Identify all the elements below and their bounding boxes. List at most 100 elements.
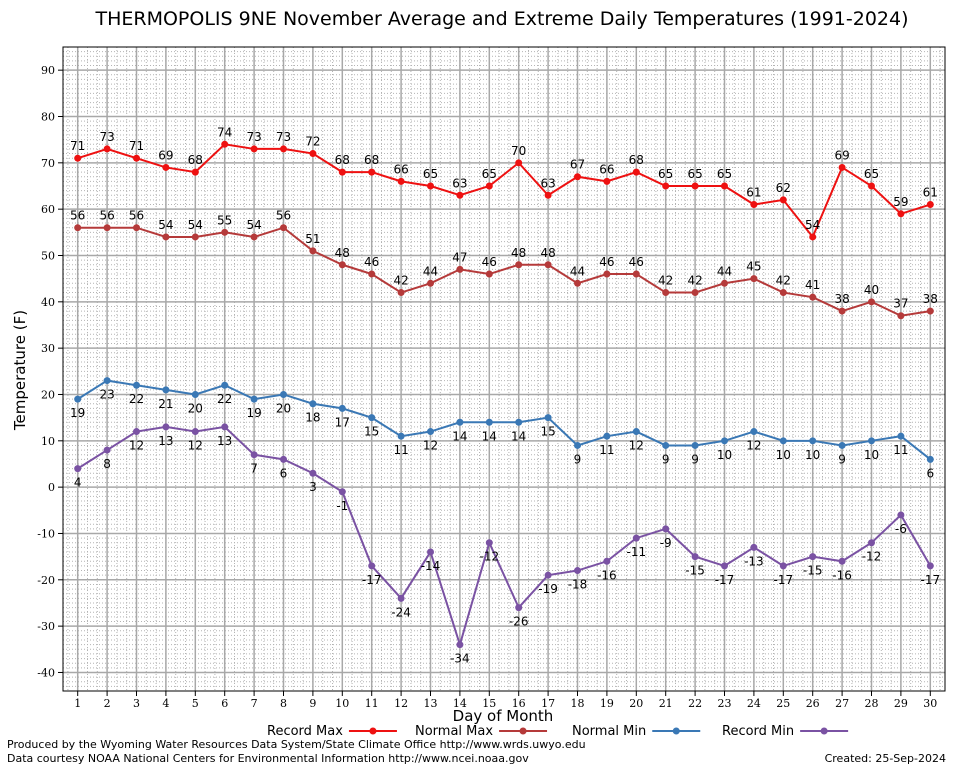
record-min-data-label: -11 [626,545,646,559]
normal-min-point [338,404,346,412]
normal-max-data-label: 47 [452,250,467,264]
x-tick-label: 5 [192,697,199,710]
normal-min-point [632,428,640,436]
record-min-point [926,562,934,570]
record-max-data-label: 74 [217,125,232,139]
x-tick-label: 7 [251,697,258,710]
normal-max-point [309,247,317,255]
normal-min-data-label: 11 [599,443,614,457]
legend-marker-normal-min [672,727,680,735]
normal-max-point [103,224,111,232]
normal-min-data-label: 15 [540,425,555,439]
record-max-point [809,233,817,241]
normal-min-data-label: 22 [217,392,232,406]
record-min-point [221,423,229,431]
normal-max-point [750,275,758,283]
normal-max-point [368,270,376,278]
normal-min-point [662,441,670,449]
record-max-data-label: 65 [687,167,702,181]
normal-min-point [191,390,199,398]
normal-min-point [74,395,82,403]
record-min-point [191,428,199,436]
record-max-point [133,154,140,162]
normal-max-data-label: 37 [893,297,908,311]
normal-min-data-label: 17 [335,415,350,429]
record-min-point [544,571,552,579]
normal-min-point [397,432,405,440]
x-tick-label: 18 [571,697,585,710]
normal-min-data-label: 19 [70,406,85,420]
y-tick-label: 60 [41,203,55,216]
normal-min-point [309,400,317,408]
y-tick-label: -30 [37,620,55,633]
normal-min-data-label: 10 [805,448,820,462]
x-tick-label: 3 [133,697,140,710]
record-max-data-label: 63 [540,176,555,190]
record-min-data-label: -13 [744,554,764,568]
normal-max-point [662,289,670,297]
record-max-point [868,182,875,190]
record-max-data-label: 73 [99,130,114,144]
record-max-data-label: 66 [393,162,408,176]
record-min-point [397,594,405,602]
normal-max-data-label: 56 [70,209,85,223]
record-min-data-label: 12 [129,439,144,453]
normal-min-point [221,381,229,389]
normal-max-line [77,226,931,317]
normal-max-data-label: 44 [570,264,585,278]
record-min-point [632,534,640,542]
record-max-data-label: 63 [452,176,467,190]
normal-max-data-label: 46 [629,255,644,269]
record-min-data-label: -6 [895,522,907,536]
normal-max-point [338,261,346,269]
normal-max-data-label: 42 [658,274,673,288]
normal-max-data-label: 40 [864,283,879,297]
normal-max-point [515,261,523,269]
record-max-point [544,191,552,199]
normal-max-data-label: 38 [923,292,938,306]
normal-max-point [162,233,170,241]
y-tick-label: 30 [41,342,55,355]
record-min-data-label: 3 [309,480,317,494]
y-tick-label: 40 [41,296,55,309]
y-tick-label: -10 [37,527,55,540]
normal-min-data-label: 11 [893,443,908,457]
normal-max-data-label: 48 [511,246,526,260]
normal-max-data-label: 56 [99,209,114,223]
record-max-point [897,210,905,218]
record-max-data-label: 68 [629,153,644,167]
record-max-data-label: 67 [570,158,585,172]
normal-max-point [926,307,934,315]
normal-max-point [133,224,140,232]
record-min-point [427,548,434,556]
record-min-point [691,553,699,561]
record-min-point [74,465,82,473]
normal-min-data-label: 14 [482,429,497,443]
record-max-point [250,145,258,153]
record-min-data-label: 8 [103,457,111,471]
record-max-point [280,145,287,153]
record-min-data-label: -17 [773,573,793,587]
y-tick-label: 10 [41,435,55,448]
x-tick-label: 20 [629,697,643,710]
record-min-point [515,604,523,612]
record-min-point [868,539,875,547]
record-min-point [897,511,905,519]
y-tick-label: -20 [37,574,55,587]
record-max-data-label: 70 [511,144,526,158]
normal-max-point [250,233,258,241]
record-max-data-label: 69 [158,148,173,162]
record-min-point [456,641,464,649]
normal-max-point [191,233,199,241]
normal-max-point [691,289,699,297]
record-max-point [632,168,640,176]
normal-min-data-label: 9 [838,452,846,466]
record-max-point [309,150,317,158]
record-max-data-label: 62 [776,181,791,195]
record-min-data-label: -16 [597,568,617,582]
normal-min-point [750,428,758,436]
record-min-point [779,562,787,570]
normal-max-point [632,270,640,278]
